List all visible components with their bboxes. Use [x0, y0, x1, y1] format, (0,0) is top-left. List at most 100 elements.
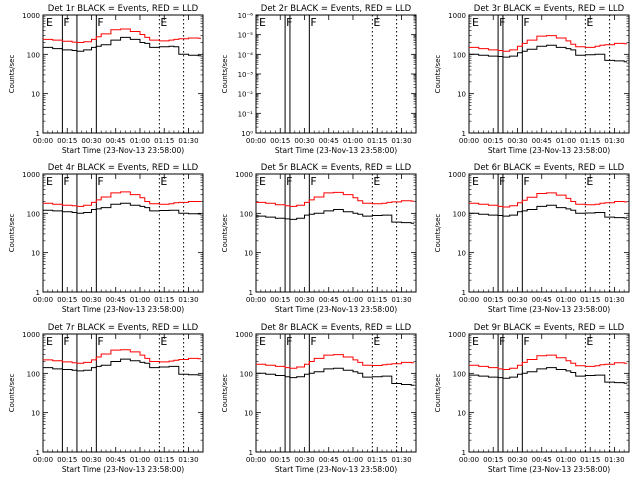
flag-label: F — [63, 335, 69, 348]
plot-frame — [255, 14, 417, 134]
y-tick-label: 1000 — [448, 171, 466, 179]
flag-label: F — [499, 16, 505, 29]
y-axis-label: Counts/sec — [221, 55, 229, 94]
y-tick-label: 10 — [31, 250, 40, 258]
x-tick-label: 00:15 — [270, 296, 290, 304]
x-tick-label: 01:15 — [367, 456, 387, 464]
y-tick-label: 10 — [31, 91, 40, 99]
flag-label: E — [46, 16, 53, 29]
flag-label: E — [472, 16, 479, 29]
x-tick-label: 01:00 — [130, 296, 150, 304]
flag-label: F — [310, 16, 316, 29]
y-tick-label: 10⁻⁴ — [238, 51, 254, 59]
flag-label: F — [523, 175, 529, 188]
flag-label: F — [523, 335, 529, 348]
y-tick-label: 1 — [462, 289, 466, 297]
panel-2: Det 2r BLACK = Events, RED = LLD 10⁰ 10⁻¹ 1… — [221, 4, 417, 155]
plot-frame — [42, 333, 204, 453]
x-tick-label: 01:15 — [580, 137, 600, 145]
flag-label: F — [523, 16, 529, 29]
x-tick-label: 00:15 — [483, 456, 503, 464]
events-series-line — [43, 358, 202, 376]
flag-label: E — [586, 335, 593, 348]
y-tick-label: 1000 — [22, 331, 40, 339]
y-axis-label: Counts/sec — [8, 374, 16, 413]
x-tick-label: 01:30 — [604, 137, 624, 145]
x-tick-label: 01:00 — [343, 456, 363, 464]
x-tick-label: 00:15 — [57, 137, 77, 145]
x-tick-label: 00:15 — [57, 296, 77, 304]
x-tick-label: 00:45 — [319, 137, 339, 145]
lld-series-line — [469, 192, 628, 208]
x-tick-label: 01:30 — [391, 296, 411, 304]
y-axis-label: Counts/sec — [221, 214, 229, 253]
y-tick-label: 1000 — [22, 171, 40, 179]
x-tick-label: 01:15 — [154, 456, 174, 464]
lld-series-line — [256, 354, 415, 369]
events-series-line — [469, 367, 628, 384]
lld-series-line — [469, 35, 628, 52]
events-series-line — [43, 202, 202, 215]
x-tick-label: 01:15 — [580, 296, 600, 304]
y-tick-label: 1 — [36, 130, 40, 138]
plot-frame — [255, 333, 417, 453]
y-tick-label: 1000 — [22, 12, 40, 20]
y-tick-label: 100 — [453, 51, 466, 59]
plot-frame — [468, 333, 630, 453]
x-tick-label: 00:00 — [246, 296, 266, 304]
lld-series-line — [43, 28, 202, 43]
flag-label: F — [286, 335, 292, 348]
flag-label: F — [499, 335, 505, 348]
y-tick-label: 1000 — [235, 171, 253, 179]
y-axis-label: Counts/sec — [8, 55, 16, 94]
flag-label: F — [63, 175, 69, 188]
x-axis-label: Start Time (23-Nov-13 23:58:00) — [62, 146, 184, 155]
flag-label: E — [259, 335, 266, 348]
x-axis-label: Start Time (23-Nov-13 23:58:00) — [488, 465, 610, 474]
x-tick-label: 00:15 — [483, 137, 503, 145]
y-tick-label: 1 — [462, 130, 466, 138]
y-axis-label: Counts/sec — [434, 55, 442, 94]
flag-label: E — [160, 16, 167, 29]
x-tick-label: 00:45 — [532, 456, 552, 464]
flag-label: F — [97, 175, 103, 188]
x-tick-label: 01:30 — [178, 137, 198, 145]
lld-series-line — [469, 354, 628, 370]
x-tick-label: 00:30 — [81, 137, 101, 145]
panel-title: Det 9r BLACK = Events, RED = LLD — [474, 323, 625, 333]
flag-label: F — [97, 335, 103, 348]
y-tick-label: 10 — [457, 91, 466, 99]
y-tick-label: 100 — [240, 210, 253, 218]
x-tick-label: 00:30 — [507, 456, 527, 464]
y-tick-label: 100 — [27, 370, 40, 378]
flag-label: E — [46, 335, 53, 348]
x-tick-label: 00:00 — [459, 137, 479, 145]
y-tick-label: 1000 — [235, 331, 253, 339]
plot-frame — [468, 14, 630, 134]
panel-4: Det 4r BLACK = Events, RED = LLD 1 10 100 10… — [8, 163, 204, 314]
flag-label: E — [373, 16, 380, 29]
flag-label: E — [586, 175, 593, 188]
y-tick-label: 100 — [27, 210, 40, 218]
flag-label: F — [499, 175, 505, 188]
x-tick-label: 00:45 — [106, 456, 126, 464]
flag-label: E — [373, 175, 380, 188]
flag-label: E — [259, 16, 266, 29]
panel-title: Det 4r BLACK = Events, RED = LLD — [48, 163, 199, 173]
x-tick-label: 01:00 — [343, 137, 363, 145]
y-tick-label: 1 — [36, 289, 40, 297]
y-tick-label: 10 — [457, 250, 466, 258]
x-tick-label: 00:00 — [246, 456, 266, 464]
y-tick-label: 10⁻⁵ — [238, 32, 254, 40]
x-axis-label: Start Time (23-Nov-13 23:58:00) — [62, 305, 184, 314]
y-tick-label: 1000 — [448, 331, 466, 339]
flag-label: F — [286, 175, 292, 188]
panel-5: Det 5r BLACK = Events, RED = LLD 1 10 100 10… — [221, 163, 417, 314]
x-axis-label: Start Time (23-Nov-13 23:58:00) — [62, 465, 184, 474]
lld-series-line — [43, 191, 202, 207]
x-tick-label: 00:30 — [507, 296, 527, 304]
y-axis-label: Counts/sec — [8, 214, 16, 253]
events-series-line — [256, 209, 415, 224]
x-tick-label: 01:15 — [154, 137, 174, 145]
